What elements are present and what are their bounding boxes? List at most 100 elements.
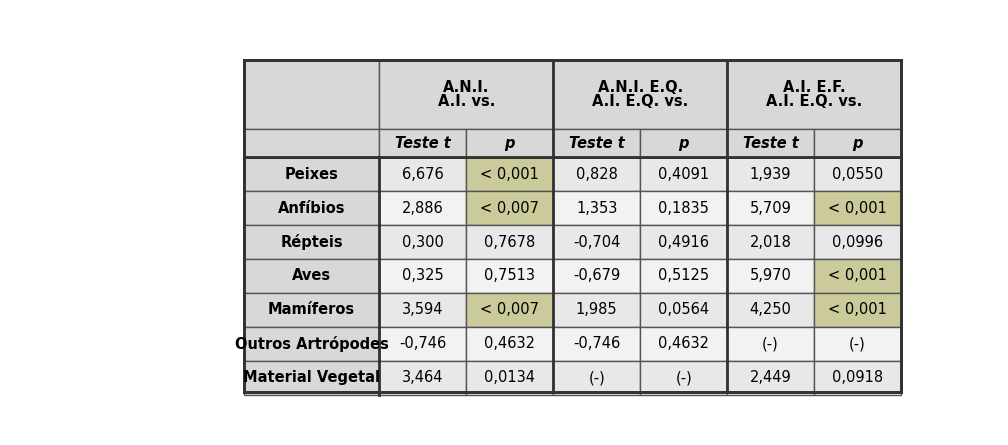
Text: Material Vegetal: Material Vegetal: [243, 370, 380, 385]
Text: A.N.I. E.Q.: A.N.I. E.Q.: [598, 80, 682, 95]
Bar: [379, 191, 467, 225]
Bar: [244, 60, 901, 392]
Text: 0,0918: 0,0918: [832, 370, 883, 385]
Bar: [553, 327, 640, 360]
Text: 0,1835: 0,1835: [658, 201, 709, 216]
Bar: [553, 60, 727, 129]
Text: p: p: [505, 136, 515, 150]
Bar: [640, 158, 727, 191]
Bar: [379, 158, 467, 191]
Text: 0,0134: 0,0134: [484, 370, 535, 385]
Bar: [553, 259, 640, 293]
Text: p: p: [678, 136, 688, 150]
Text: A.I. E.Q. vs.: A.I. E.Q. vs.: [592, 93, 688, 109]
Text: 2,886: 2,886: [402, 201, 444, 216]
Bar: [467, 293, 553, 327]
Bar: [467, 360, 553, 395]
Bar: [467, 225, 553, 259]
Text: 0,5125: 0,5125: [658, 268, 710, 283]
Text: 5,970: 5,970: [750, 268, 791, 283]
Bar: [379, 293, 467, 327]
Bar: [814, 191, 901, 225]
Text: < 0,007: < 0,007: [481, 201, 539, 216]
Bar: [244, 225, 379, 259]
Text: 3,464: 3,464: [402, 370, 444, 385]
Bar: [727, 225, 814, 259]
Text: 0,4916: 0,4916: [658, 235, 710, 250]
Bar: [640, 225, 727, 259]
Text: < 0,001: < 0,001: [481, 167, 539, 182]
Text: Teste t: Teste t: [569, 136, 625, 150]
Bar: [379, 360, 467, 395]
Bar: [379, 60, 553, 129]
Text: 0,0564: 0,0564: [658, 302, 710, 317]
Bar: [640, 259, 727, 293]
Text: 0,7678: 0,7678: [484, 235, 535, 250]
Bar: [553, 293, 640, 327]
Text: 3,594: 3,594: [402, 302, 444, 317]
Text: (-): (-): [849, 336, 866, 351]
Text: 0,7513: 0,7513: [484, 268, 535, 283]
Bar: [379, 225, 467, 259]
Text: -0,746: -0,746: [399, 336, 447, 351]
Bar: [814, 259, 901, 293]
Text: p: p: [853, 136, 863, 150]
Text: (-): (-): [762, 336, 779, 351]
Bar: [814, 158, 901, 191]
Text: Répteis: Répteis: [280, 234, 343, 250]
Text: < 0,001: < 0,001: [829, 201, 887, 216]
Text: < 0,001: < 0,001: [829, 302, 887, 317]
Bar: [814, 360, 901, 395]
Text: 2,449: 2,449: [750, 370, 791, 385]
Bar: [814, 225, 901, 259]
Bar: [553, 225, 640, 259]
Bar: [467, 129, 553, 158]
Bar: [814, 327, 901, 360]
Bar: [467, 191, 553, 225]
Text: 1,939: 1,939: [750, 167, 791, 182]
Bar: [244, 158, 379, 191]
Text: Teste t: Teste t: [743, 136, 798, 150]
Bar: [727, 158, 814, 191]
Text: 2,018: 2,018: [750, 235, 791, 250]
Bar: [244, 191, 379, 225]
Bar: [640, 191, 727, 225]
Bar: [244, 129, 379, 158]
Bar: [640, 327, 727, 360]
Text: Mamíferos: Mamíferos: [268, 302, 355, 317]
Bar: [814, 293, 901, 327]
Text: Peixes: Peixes: [284, 167, 339, 182]
Bar: [727, 191, 814, 225]
Text: Outros Artrópodes: Outros Artrópodes: [235, 336, 388, 352]
Text: < 0,007: < 0,007: [481, 302, 539, 317]
Bar: [727, 259, 814, 293]
Text: Teste t: Teste t: [395, 136, 451, 150]
Text: A.N.I.: A.N.I.: [444, 80, 490, 95]
Text: 0,325: 0,325: [402, 268, 444, 283]
Text: Aves: Aves: [292, 268, 332, 283]
Bar: [379, 259, 467, 293]
Text: A.I. E.F.: A.I. E.F.: [783, 80, 846, 95]
Text: A.I. vs.: A.I. vs.: [437, 93, 495, 109]
Text: 0,300: 0,300: [402, 235, 444, 250]
Bar: [727, 293, 814, 327]
Bar: [244, 360, 379, 395]
Text: 5,709: 5,709: [750, 201, 791, 216]
Bar: [553, 360, 640, 395]
Bar: [553, 191, 640, 225]
Bar: [244, 158, 901, 159]
Text: 0,4632: 0,4632: [484, 336, 535, 351]
Bar: [640, 360, 727, 395]
Text: -0,746: -0,746: [574, 336, 620, 351]
Bar: [244, 327, 379, 360]
Text: 4,250: 4,250: [750, 302, 791, 317]
Bar: [553, 129, 640, 158]
Text: -0,704: -0,704: [574, 235, 621, 250]
Text: -0,679: -0,679: [574, 268, 620, 283]
Text: 0,4091: 0,4091: [658, 167, 710, 182]
Text: (-): (-): [589, 370, 605, 385]
Text: 1,985: 1,985: [576, 302, 618, 317]
Bar: [727, 327, 814, 360]
Text: 0,0996: 0,0996: [832, 235, 883, 250]
Bar: [640, 129, 727, 158]
